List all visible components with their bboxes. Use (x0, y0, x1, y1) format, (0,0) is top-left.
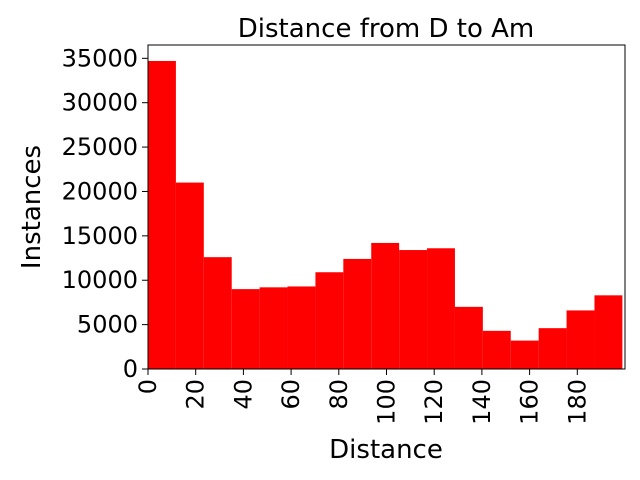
histogram-bar-7 (343, 258, 372, 369)
bars-group (148, 60, 623, 369)
x-axis-label: Distance (329, 435, 443, 465)
histogram-bar-3 (231, 289, 260, 369)
x-tick-label-4: 80 (325, 379, 353, 410)
x-tick-label-1: 20 (182, 379, 210, 410)
plot-frame (147, 44, 626, 370)
y-tick-label-3: 15000 (62, 222, 138, 250)
y-tick-label-5: 25000 (62, 133, 138, 161)
x-tick-label-3: 60 (277, 379, 305, 410)
histogram-bar-0 (148, 60, 176, 369)
histogram-bar-1 (175, 182, 204, 369)
histogram-bar-4 (259, 287, 288, 369)
histogram-bar-9 (399, 250, 428, 369)
histogram-bar-10 (427, 248, 455, 369)
x-tick-label-6: 120 (420, 379, 448, 425)
x-tick-label-2: 40 (229, 379, 257, 410)
y-tick-label-4: 20000 (62, 177, 138, 205)
histogram-bar-5 (287, 286, 316, 369)
histogram-bar-12 (482, 330, 511, 369)
y-tick-label-7: 35000 (62, 44, 138, 72)
histogram-bar-16 (594, 295, 623, 369)
y-axis-label: Instances (17, 145, 47, 269)
histogram-bar-13 (510, 340, 539, 369)
x-tick-label-0: 0 (134, 379, 162, 394)
x-tick-label-7: 140 (468, 379, 496, 425)
y-tick-label-2: 10000 (62, 266, 138, 294)
x-tick-label-9: 180 (563, 379, 591, 425)
y-axis-ticks: 0 5000 10000 15000 20000 25000 30000 35000 (62, 44, 148, 383)
histogram-bar-8 (371, 242, 400, 369)
y-tick-label-1: 5000 (77, 311, 138, 339)
x-axis-ticks: 0 20 40 60 80 100 120 140 160 180 (134, 369, 591, 425)
y-tick-label-6: 30000 (62, 89, 138, 117)
histogram-bar-11 (454, 306, 483, 369)
y-tick-label-0: 0 (123, 355, 138, 383)
chart-title: Distance from D to Am (238, 14, 535, 44)
x-tick-label-8: 160 (516, 379, 544, 425)
histogram-bar-2 (203, 257, 232, 369)
histogram-bar-14 (538, 328, 567, 369)
histogram-bar-15 (566, 310, 595, 369)
histogram-bar-6 (315, 272, 344, 369)
x-tick-label-5: 100 (373, 379, 401, 425)
